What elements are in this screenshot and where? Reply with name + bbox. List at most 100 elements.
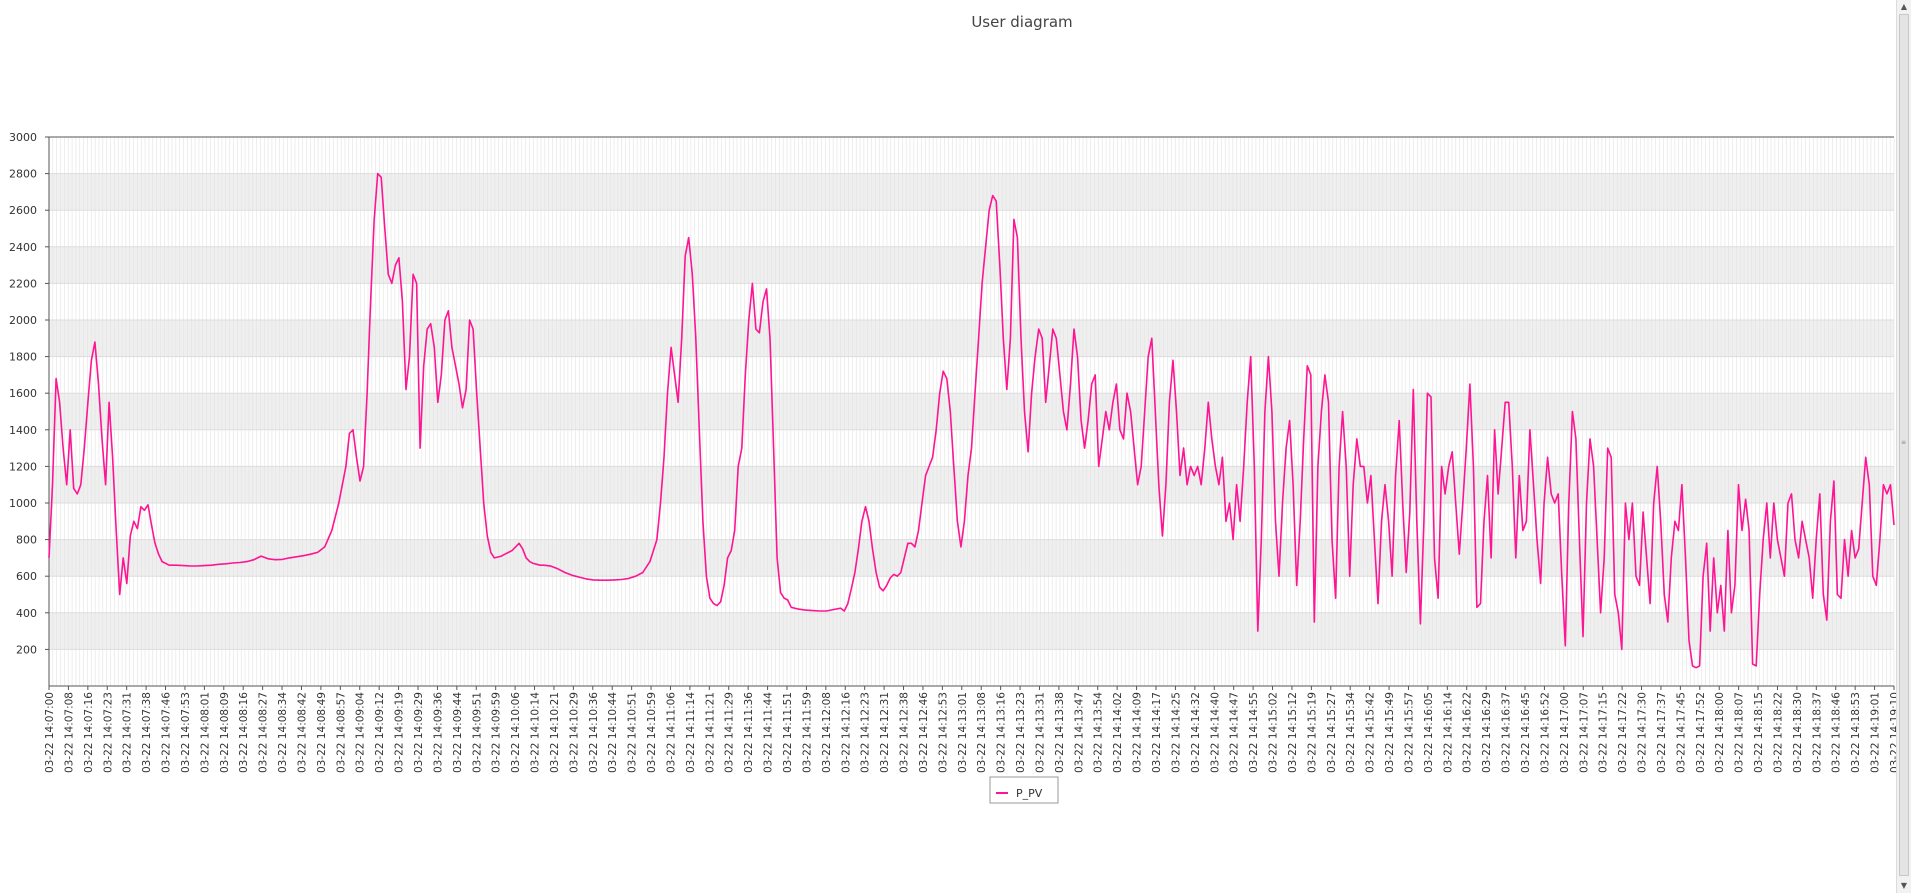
x-tick-label: 03-22 14:09:12 [374,692,386,773]
y-tick-label: 1000 [9,497,37,510]
x-tick-label: 03-22 14:19:01 [1870,692,1882,773]
x-tick-label: 03-22 14:18:15 [1753,692,1765,773]
x-tick-label: 03-22 14:11:29 [724,692,736,773]
scroll-down-arrow-icon[interactable]: ▼ [1900,881,1908,890]
x-tick-label: 03-22 14:16:37 [1501,692,1513,773]
y-tick-label: 1400 [9,424,37,437]
x-tick-label: 03-22 14:12:16 [840,692,852,773]
y-tick-label: 2600 [9,204,37,217]
x-tick-label: 03-22 14:08:09 [219,692,231,773]
x-tick-label: 03-22 14:12:23 [860,692,872,773]
x-tick-label: 03-22 14:16:14 [1442,692,1454,773]
x-tick-label: 03-22 14:07:16 [83,692,95,773]
x-tick-label: 03-22 14:10:36 [588,692,600,773]
x-tick-label: 03-22 14:12:53 [937,692,949,773]
scroll-up-arrow-icon[interactable]: ▲ [1900,2,1908,11]
y-tick-label: 200 [16,643,37,656]
y-tick-label: 600 [16,570,37,583]
x-tick-label: 03-22 14:17:30 [1637,692,1649,773]
x-tick-label: 03-22 14:11:06 [665,692,677,773]
grip-icon: ≡ [1901,439,1907,446]
x-tick-label: 03-22 14:08:16 [238,692,250,773]
x-tick-label: 03-22 14:13:31 [1034,692,1046,773]
x-tick-label: 03-22 14:14:32 [1190,692,1202,773]
x-tick-label: 03-22 14:09:59 [491,692,503,773]
scrollbar-thumb[interactable]: ≡ [1899,14,1909,876]
x-tick-label: 03-22 14:16:05 [1423,692,1435,773]
x-tick-label: 03-22 14:10:59 [646,692,658,773]
x-tick-label: 03-22 14:11:44 [763,692,775,773]
legend: P_PV [989,776,1059,804]
x-tick-label: 03-22 14:09:19 [394,692,406,773]
x-tick-label: 03-22 14:07:23 [102,692,114,773]
x-tick-label: 03-22 14:07:38 [141,692,153,773]
x-tick-label: 03-22 14:14:40 [1209,692,1221,773]
x-tick-label: 03-22 14:10:14 [530,692,542,773]
x-tick-label: 03-22 14:10:29 [568,692,580,773]
x-tick-label: 03-22 14:17:37 [1656,692,1668,773]
x-tick-label: 03-22 14:11:14 [685,692,697,773]
x-tick-label: 03-22 14:08:27 [258,692,270,773]
x-tick-label: 03-22 14:16:29 [1481,692,1493,773]
legend-box [989,776,1059,804]
x-tick-label: 03-22 14:10:21 [549,692,561,773]
x-tick-label: 03-22 14:18:07 [1734,692,1746,773]
x-tick-label: 03-22 14:18:00 [1714,692,1726,773]
y-tick-label: 1200 [9,460,37,473]
x-tick-label: 03-22 14:09:36 [432,692,444,773]
y-tick-label: 2800 [9,168,37,181]
x-tick-label: 03-22 14:12:31 [879,692,891,773]
x-tick-label: 03-22 14:08:57 [335,692,347,773]
x-tick-label: 03-22 14:14:09 [1132,692,1144,773]
x-tick-label: 03-22 14:16:45 [1520,692,1532,773]
y-tick-label: 1800 [9,351,37,364]
x-tick-label: 03-22 14:14:55 [1248,692,1260,773]
x-tick-label: 03-22 14:13:08 [976,692,988,773]
x-tick-label: 03-22 14:11:51 [782,692,794,773]
x-tick-labels: 03-22 14:07:00 03-22 14:07:08 03-22 14:07:… [44,686,1901,773]
x-grid [48,137,1895,686]
x-tick-label: 03-22 14:17:00 [1559,692,1571,773]
x-tick-label: 03-22 14:09:44 [452,692,464,773]
x-tick-label: 03-22 14:11:59 [801,692,813,773]
x-tick-label: 03-22 14:07:31 [122,692,134,773]
chart-title: User diagram [971,13,1072,31]
x-tick-label: 03-22 14:17:15 [1598,692,1610,773]
x-tick-label: 03-22 14:13:16 [996,692,1008,773]
axes [48,136,1894,687]
x-tick-label: 03-22 14:17:22 [1617,692,1629,773]
vertical-scrollbar[interactable]: ▲ ≡ ▼ [1896,0,1911,893]
y-grid [49,136,1894,650]
y-tick-label: 2200 [9,277,37,290]
series-line-p-pv [48,172,1895,669]
x-tick-label: 03-22 14:12:08 [821,692,833,773]
x-tick-label: 03-22 14:18:53 [1850,692,1862,773]
x-tick-label: 03-22 14:07:00 [44,692,56,773]
x-tick-label: 03-22 14:15:12 [1287,692,1299,773]
x-tick-label: 03-22 14:08:42 [296,692,308,773]
x-tick-label: 03-22 14:14:17 [1151,692,1163,773]
x-tick-label: 03-22 14:17:07 [1578,692,1590,773]
x-tick-label: 03-22 14:08:49 [316,692,328,773]
legend-label-p-pv: P_PV [1016,787,1043,800]
x-tick-label: 03-22 14:11:21 [704,692,716,773]
x-tick-label: 03-22 14:07:53 [180,692,192,773]
x-tick-label: 03-22 14:14:47 [1229,692,1241,773]
x-tick-label: 03-22 14:18:22 [1772,692,1784,773]
series-layer [48,172,1895,669]
y-tick-label: 400 [16,607,37,620]
x-tick-label: 03-22 14:10:51 [627,692,639,773]
x-tick-label: 03-22 14:17:45 [1675,692,1687,773]
y-tick-labels: 200 400 600 800 1000 1200 1400 1600 1800 2000 2200… [9,131,49,656]
x-tick-label: 03-22 14:08:34 [277,692,289,773]
x-tick-label: 03-22 14:15:49 [1384,692,1396,773]
x-tick-label: 03-22 14:09:29 [413,692,425,773]
x-tick-label: 03-22 14:18:30 [1792,692,1804,773]
x-tick-label: 03-22 14:08:01 [199,692,211,773]
x-tick-label: 03-22 14:07:08 [63,692,75,773]
x-tick-label: 03-22 14:15:57 [1403,692,1415,773]
x-tick-label: 03-22 14:14:02 [1112,692,1124,773]
x-tick-label: 03-22 14:09:51 [471,692,483,773]
x-tick-label: 03-22 14:18:46 [1831,692,1843,773]
